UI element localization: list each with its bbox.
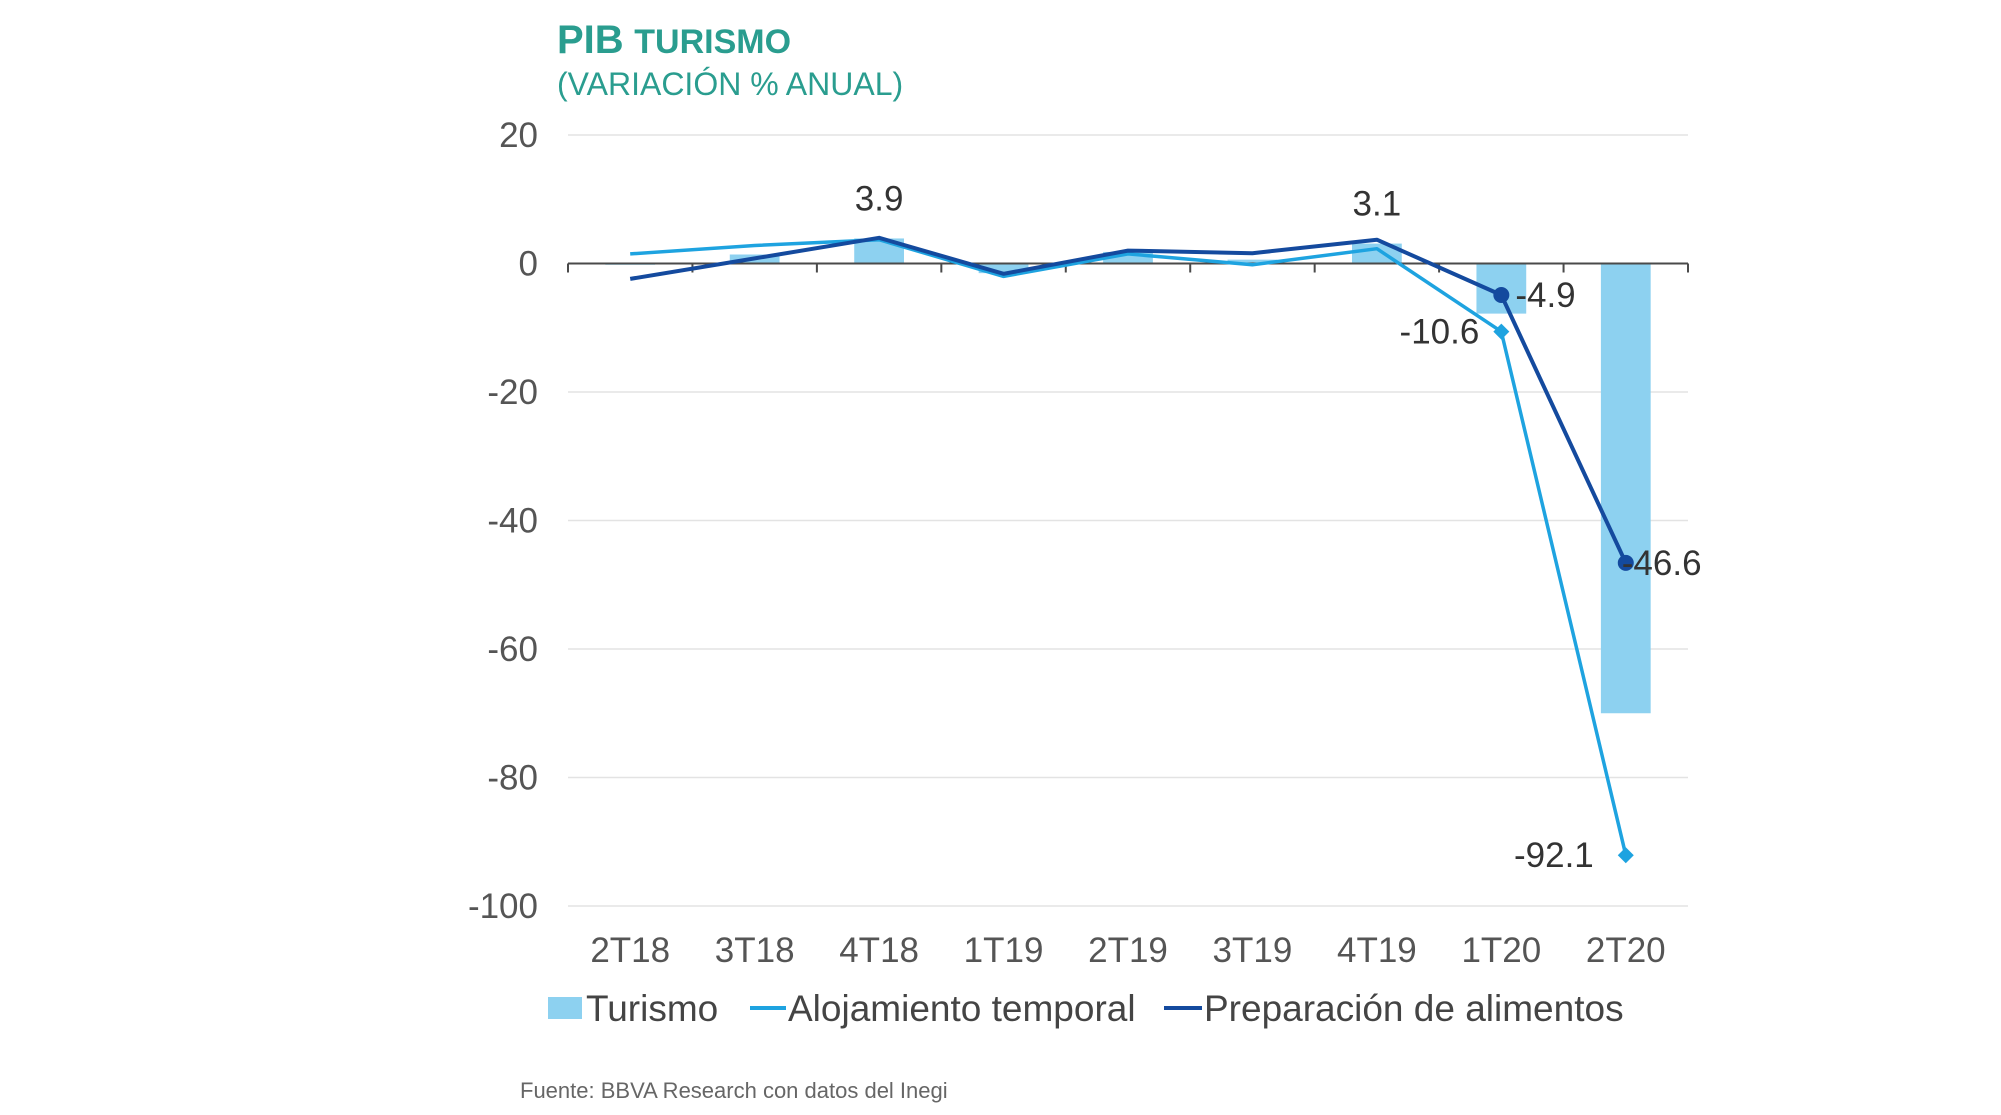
x-tick-label: 3T18 (715, 931, 795, 970)
y-tick-label: -80 (487, 759, 538, 798)
bar-turismo (1103, 251, 1153, 264)
legend-swatch-turismo (548, 997, 582, 1019)
data-label: -4.9 (1515, 276, 1575, 315)
y-tick-label: -60 (487, 630, 538, 669)
y-tick-label: 0 (519, 245, 538, 284)
grid-layer (568, 134, 1688, 907)
bar-turismo (978, 263, 1029, 274)
x-tick-label: 3T19 (1213, 931, 1293, 970)
chart-title-main: PIB (557, 18, 624, 62)
source-note: Fuente: BBVA Research con datos del Ineg… (520, 1078, 948, 1103)
x-tick-label: 1T20 (1461, 931, 1541, 970)
x-tick-label: 2T20 (1586, 931, 1666, 970)
line-alojamiento-temporal (630, 237, 1628, 856)
marker-alojamiento-temporal (1617, 847, 1634, 864)
legend-label-turismo: Turismo (586, 988, 718, 1029)
data-labels: 3.9 3.1 -4.9 -10.6 -46.6 -92.1 (855, 179, 1702, 875)
chart-title-secondary: TURISMO (634, 23, 792, 61)
x-tick-label: 2T19 (1088, 931, 1168, 970)
data-label: 3.1 (1353, 185, 1402, 224)
data-label: -10.6 (1400, 313, 1480, 352)
x-axis-tick-labels: 2T18 3T18 4T18 1T19 2T19 3T19 4T19 1T20 2T20 (590, 931, 1665, 970)
legend-label-alojamiento-temporal: Alojamiento temporal (788, 988, 1136, 1029)
chart-title-block: PIB TURISMO (VARIACIÓN % ANUAL) (557, 18, 903, 104)
chart-subtitle: (VARIACIÓN % ANUAL) (557, 66, 904, 102)
line-preparacion-alimentos (629, 235, 1628, 564)
legend-label-preparacion-alimentos: Preparación de alimentos (1204, 988, 1624, 1029)
y-tick-label: -20 (487, 373, 538, 412)
line-layer (629, 235, 1634, 864)
y-axis-tick-labels: 20 0 -20 -40 -60 -80 -100 (468, 116, 538, 926)
x-tick-label: 1T19 (964, 931, 1044, 970)
marker-preparacion-alimentos (1617, 554, 1634, 571)
bar-turismo (1227, 259, 1278, 264)
y-tick-label: -100 (468, 887, 538, 926)
y-tick-label: 20 (499, 116, 538, 155)
data-label: -46.6 (1622, 544, 1702, 583)
data-label: 3.9 (855, 179, 904, 218)
legend: Turismo Alojamiento temporal Preparación d… (548, 988, 1624, 1029)
bar-layer (605, 238, 1651, 714)
chart-title: PIB TURISMO (557, 18, 903, 64)
x-tick-label: 2T18 (590, 931, 670, 970)
marker-preparacion-alimentos (1493, 286, 1510, 303)
marker-alojamiento-temporal (1493, 323, 1510, 340)
y-tick-label: -40 (487, 502, 538, 541)
x-tick-label: 4T18 (839, 931, 919, 970)
data-label: -92.1 (1514, 836, 1594, 875)
bar-turismo (1600, 263, 1651, 714)
x-tick-label: 4T19 (1337, 931, 1417, 970)
